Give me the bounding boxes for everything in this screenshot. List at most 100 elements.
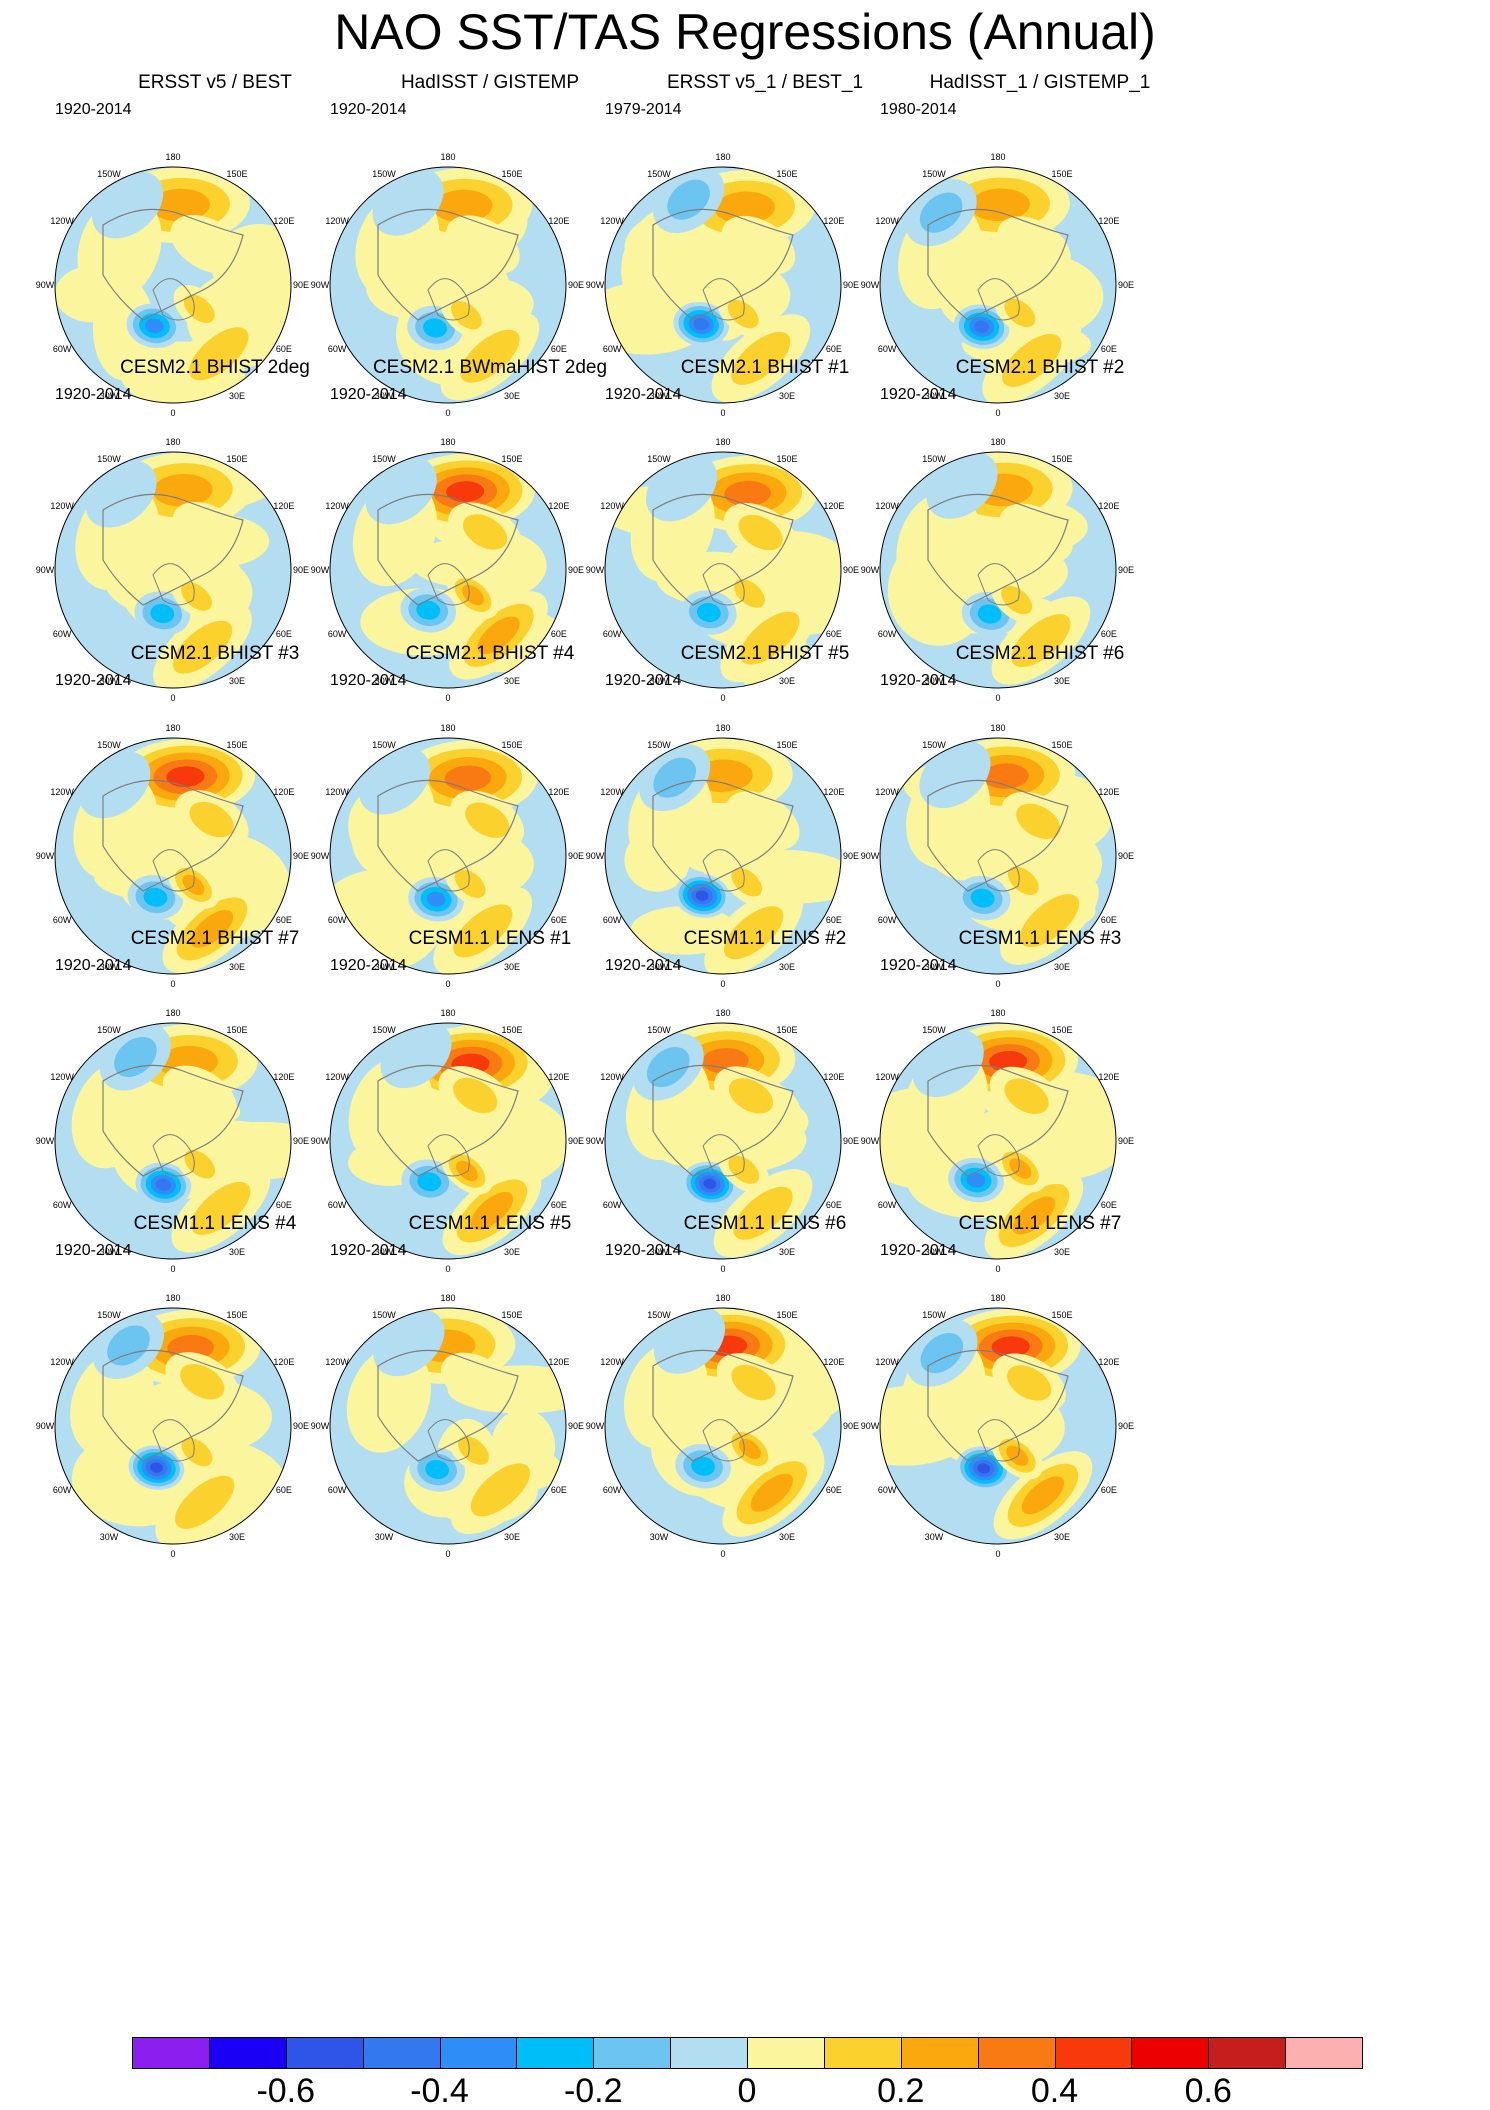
longitude-label: 30W [375, 1247, 394, 1257]
longitude-label: 0 [995, 693, 1000, 703]
longitude-label: 90W [311, 1421, 330, 1431]
longitude-label: 90E [1118, 280, 1134, 290]
longitude-label: 60E [551, 344, 567, 354]
longitude-label: 90E [1118, 1136, 1134, 1146]
colorbar-swatch [132, 2037, 210, 2069]
longitude-label: 180 [165, 723, 180, 733]
longitude-label: 90E [568, 565, 584, 575]
longitude-label: 60W [878, 1200, 897, 1210]
longitude-label: 30W [925, 391, 944, 401]
colorbar-swatch [823, 2037, 902, 2069]
longitude-label: 150W [647, 454, 671, 464]
longitude-label: 150W [922, 454, 946, 464]
longitude-label: 60E [1101, 629, 1117, 639]
warm-anomaly-contour [724, 480, 771, 507]
map-border [329, 166, 567, 404]
cold-anomaly-contour [691, 1456, 716, 1476]
cold-anomaly-contour [919, 192, 963, 233]
colorbar-swatch [1285, 2037, 1363, 2069]
longitude-label: 150W [372, 1310, 396, 1320]
longitude-label: 30W [375, 391, 394, 401]
warm-anomaly-contour [189, 327, 249, 381]
cold-anomaly-contour [359, 747, 431, 815]
longitude-label: 180 [440, 723, 455, 733]
longitude-label: 90E [843, 851, 859, 861]
longitude-label: 150E [1051, 740, 1072, 750]
cold-anomaly-contour [79, 751, 151, 819]
longitude-label: 150W [97, 740, 121, 750]
panel-title: CESM1.1 LENS #5 [408, 1213, 572, 1234]
cold-anomaly-contour [155, 1178, 171, 1191]
longitude-label: 60W [328, 344, 347, 354]
longitude-label: 180 [990, 1008, 1005, 1018]
colorbar-tick-label: 0.4 [1030, 2072, 1079, 2110]
longitude-label: 180 [990, 437, 1005, 447]
longitude-label: 150W [372, 740, 396, 750]
cold-anomaly-contour [114, 1036, 157, 1078]
longitude-label: 0 [995, 408, 1000, 418]
longitude-label: 0 [170, 693, 175, 703]
cold-anomaly-contour [977, 604, 1002, 624]
longitude-label: 60W [603, 344, 622, 354]
warm-anomaly-contour [1004, 298, 1036, 328]
longitude-label: 150W [922, 1025, 946, 1035]
warm-anomaly-contour [180, 1363, 225, 1400]
colorbar-tick-label: 0.2 [877, 2072, 925, 2110]
longitude-label: 150E [1051, 1310, 1072, 1320]
map-border [329, 451, 567, 689]
longitude-label: 60W [53, 1485, 72, 1495]
warm-anomaly-contour [460, 329, 520, 383]
longitude-label: 120E [1098, 216, 1119, 226]
map-panel: ERSST v5_1 / BEST_1 180 150E 120E 90E 60E 30E 0… [580, 72, 950, 457]
map-border [604, 737, 842, 975]
longitude-label: 30E [1054, 1532, 1070, 1542]
figure-title: NAO SST/TAS Regressions (Annual) [334, 4, 1156, 60]
panel-period: 1920-2014 [605, 957, 682, 974]
coastline [377, 493, 519, 606]
warm-anomaly-contour [731, 1364, 776, 1401]
warm-anomaly-contour [149, 188, 210, 222]
cold-anomaly-contour [966, 1172, 986, 1188]
colorbar-swatch [1131, 2037, 1210, 2069]
longitude-label: 120W [50, 216, 74, 226]
panel-title: CESM1.1 LENS #3 [958, 928, 1122, 949]
longitude-label: 180 [715, 723, 730, 733]
cold-anomaly-contour [143, 887, 168, 907]
panel-title: ERSST v5 / BEST [138, 72, 292, 93]
cold-anomaly-contour [423, 318, 447, 338]
longitude-label: 0 [720, 1264, 725, 1274]
cold-anomaly-contour [416, 600, 441, 620]
longitude-label: 90E [843, 1136, 859, 1146]
panel-title: CESM1.1 LENS #6 [683, 1213, 847, 1234]
colorbar-tick-label: 0 [737, 2072, 757, 2110]
panel-period: 1920-2014 [55, 957, 132, 974]
longitude-label: 30W [650, 1247, 669, 1257]
map-panel: ERSST v5 / BEST 180 150E 120E 90E 60E 30E 0 30W 6… [30, 72, 400, 457]
longitude-label: 150E [1051, 454, 1072, 464]
map-panel: HadISST / GISTEMP 180 150E 120E 90E 60E 30E 0 30… [305, 72, 675, 457]
coastline [427, 1419, 470, 1462]
longitude-label: 60E [276, 1485, 292, 1495]
warm-anomaly-contour [70, 1350, 155, 1457]
coastline [652, 1349, 794, 1462]
map-panel: CESM2.1 BHIST 2deg 180 150E 120E 90E 60E 30E 0 3… [30, 357, 400, 742]
warm-anomaly-contour [731, 331, 791, 385]
longitude-label: 120W [600, 787, 624, 797]
longitude-label: 150W [647, 1025, 671, 1035]
map-border [54, 166, 292, 404]
map-panel: CESM2.1 BHIST #5 180 150E 120E 90E 60E 30E 0 30W… [580, 643, 950, 1028]
coastline [702, 1419, 745, 1462]
warm-anomaly-contour [444, 765, 492, 791]
map-border [329, 1307, 567, 1545]
longitude-label: 90E [1118, 851, 1134, 861]
warm-anomaly-contour [465, 802, 510, 838]
longitude-label: 90W [586, 280, 605, 290]
colorbar: -0.6 -0.4 -0.2 0 0.2 0.4 0.6 [132, 2037, 1363, 2110]
map-border [604, 1022, 842, 1260]
longitude-label: 150E [226, 1310, 247, 1320]
map-panel: HadISST_1 / GISTEMP_1 180 150E 120E 90E 60E 30… [855, 72, 1225, 457]
longitude-label: 150E [501, 454, 522, 464]
longitude-label: 90W [36, 851, 55, 861]
longitude-label: 90E [293, 1136, 309, 1146]
map-panel: CESM1.1 LENS #6 180 150E 120E 90E 60E 30E 0 30W 6… [580, 1213, 950, 1598]
